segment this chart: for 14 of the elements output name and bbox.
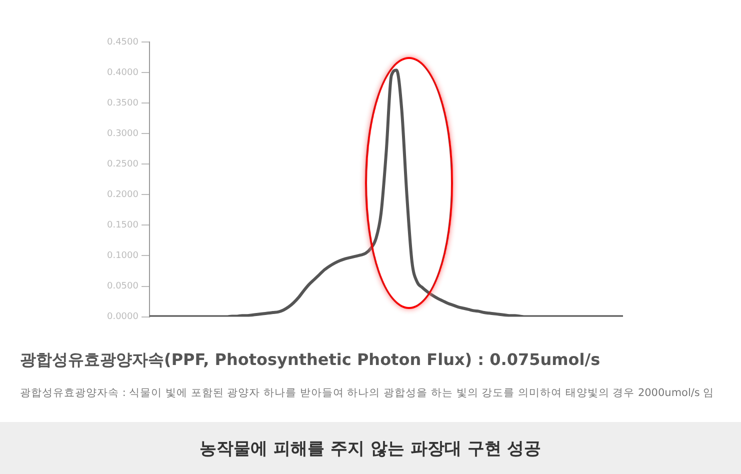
line-series: [148, 68, 624, 317]
y-tick-label: 0.0000: [106, 312, 139, 322]
y-tick-label: 0.4000: [106, 68, 139, 78]
y-tick-label: 0.1000: [106, 251, 139, 262]
y-tick-label: 0.2500: [106, 159, 139, 170]
y-tick-label: 0.3000: [106, 128, 139, 139]
y-tick-label: 0.1500: [106, 220, 139, 231]
y-tick-label: 0.0500: [106, 282, 139, 292]
text: 광합성유효광양자속 : 식물이 빛에 포함된 광양자 하나를 받아들여 하나의 광합성을 하는 빛의 강도를 의미하여 태양빛의 경우 2000umol/s 임: [20, 386, 714, 400]
y-tick-label: 0.3500: [106, 98, 139, 108]
text: 광합성유효광양자속(PPF, Photosynthetic Photon Flux) : 0.075umol/s: [20, 350, 600, 371]
text: 농작물에 피해를 주지 않는 파장대 구현 성공: [200, 438, 542, 460]
y-tick-label: 0.2000: [106, 190, 139, 200]
y-tick-label: 0.4500: [106, 37, 139, 48]
